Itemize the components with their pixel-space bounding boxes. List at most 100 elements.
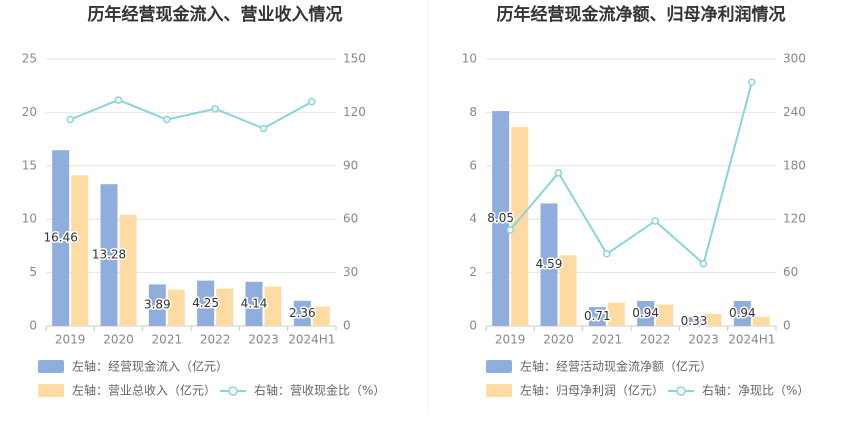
- bar-data-label: 0.94: [729, 306, 756, 320]
- x-axis-label: 2023: [248, 333, 279, 347]
- ratio-point: [554, 169, 563, 177]
- bar-data-label: 4.59: [536, 257, 563, 271]
- bar-data-label: 16.46: [43, 231, 77, 245]
- ratio-point: [699, 259, 708, 268]
- bar-data-label: 3.89: [144, 298, 171, 312]
- right-axis-tick: 120: [783, 212, 806, 226]
- bar-primary: [148, 284, 166, 326]
- left-axis-tick: 5: [29, 265, 37, 279]
- right-axis-tick: 30: [343, 265, 358, 279]
- left-axis-tick: 20: [22, 105, 37, 119]
- ratio-point: [259, 124, 268, 133]
- x-axis-label: 2019: [495, 333, 526, 347]
- legend-swatch-primary: [38, 360, 64, 373]
- bar-primary: [100, 184, 118, 326]
- right-axis-tick: 240: [783, 105, 806, 119]
- bar-secondary: [607, 302, 625, 326]
- bar-data-label: 4.25: [192, 296, 219, 310]
- ratio-point: [603, 250, 611, 258]
- left-axis-tick: 25: [22, 52, 37, 66]
- right-axis-tick: 60: [783, 265, 798, 279]
- left-axis-tick: 10: [462, 52, 477, 66]
- right-axis-tick: 0: [783, 319, 791, 333]
- chart-2: 历年经营现金流净额、归母净利润情况 0 0 2 60 4 120 6 180 8 240 10 300 2…: [462, 4, 810, 398]
- x-axis-label: 2022: [200, 333, 231, 347]
- bar-data-label: 4.14: [241, 296, 268, 310]
- left-axis-tick: 2: [469, 265, 477, 279]
- x-axis-label: 2022: [640, 333, 671, 347]
- legend-swatch-primary: [486, 360, 512, 373]
- legend-label: 右轴：营收现金比（%）: [254, 383, 385, 398]
- left-axis-tick: 10: [22, 212, 37, 226]
- ratio-point: [651, 217, 659, 225]
- legend-line-marker: [676, 386, 686, 396]
- bar-secondary: [119, 214, 137, 326]
- chart-title: 历年经营现金流净额、归母净利润情况: [497, 4, 786, 25]
- x-axis-label: 2021: [152, 333, 183, 347]
- bar-secondary: [704, 313, 722, 326]
- left-axis-tick: 8: [469, 105, 477, 119]
- bar-secondary: [559, 255, 577, 326]
- bar-primary: [637, 300, 655, 326]
- x-axis-label: 2020: [543, 333, 574, 347]
- right-axis-tick: 60: [343, 212, 358, 226]
- chart-title: 历年经营现金流入、营业收入情况: [88, 4, 343, 25]
- right-axis-tick: 0: [343, 319, 351, 333]
- bar-data-label: 0.33: [681, 314, 708, 328]
- right-axis-tick: 120: [343, 105, 366, 119]
- x-axis-label: 2024H1: [288, 333, 335, 347]
- x-axis-label: 2023: [688, 333, 719, 347]
- bar-primary: [197, 280, 215, 326]
- x-axis-label: 2021: [592, 333, 623, 347]
- legend-label: 左轴：营业总收入（亿元）: [72, 383, 216, 398]
- bar-secondary: [264, 286, 282, 326]
- left-axis-tick: 0: [29, 319, 37, 333]
- bar-primary: [245, 281, 263, 326]
- left-axis-tick: 15: [22, 158, 37, 172]
- x-axis-label: 2020: [103, 333, 134, 347]
- bar-data-label: 0.94: [632, 306, 659, 320]
- right-axis-tick: 90: [343, 158, 358, 172]
- legend-label: 左轴：经营现金流入（亿元）: [72, 359, 228, 374]
- left-axis-tick: 0: [469, 319, 477, 333]
- ratio-point: [163, 115, 171, 124]
- x-axis-label: 2019: [55, 333, 86, 347]
- bar-primary: [492, 111, 510, 326]
- right-axis-tick: 150: [343, 52, 366, 66]
- bar-primary: [588, 307, 606, 326]
- bar-secondary: [511, 127, 529, 327]
- bar-secondary: [71, 175, 89, 326]
- bar-data-label: 2.36: [289, 306, 316, 320]
- x-axis-label: 2024H1: [728, 333, 775, 347]
- ratio-line: [509, 81, 753, 266]
- ratio-point: [114, 96, 123, 104]
- left-axis-tick: 6: [469, 158, 477, 172]
- ratio-point: [308, 97, 316, 106]
- ratio-point: [66, 115, 74, 124]
- bar-primary: [540, 203, 558, 326]
- bar-primary: [52, 150, 70, 326]
- bar-secondary: [216, 288, 234, 326]
- legend-swatch-secondary: [486, 384, 512, 397]
- bar-data-label: 8.05: [487, 211, 514, 225]
- bar-primary: [733, 300, 751, 326]
- ratio-point: [748, 78, 756, 86]
- legend-label: 右轴：净现比（%）: [702, 383, 809, 398]
- right-axis-tick: 300: [783, 52, 806, 66]
- legend-label: 左轴：经营活动现金流净额（亿元）: [520, 359, 712, 374]
- legend-line-marker: [228, 386, 238, 396]
- bar-secondary: [752, 316, 770, 326]
- right-axis-tick: 180: [783, 158, 806, 172]
- ratio-line: [69, 98, 313, 130]
- bar-data-label: 0.71: [584, 309, 611, 323]
- bar-secondary: [656, 304, 674, 326]
- legend-label: 左轴：归母净利润（亿元）: [520, 383, 664, 398]
- legend-swatch-secondary: [38, 384, 64, 397]
- bar-primary: [293, 300, 311, 326]
- bar-secondary: [312, 306, 330, 326]
- bar-primary: [685, 317, 703, 326]
- left-axis-tick: 4: [469, 212, 477, 226]
- bar-data-label: 13.28: [92, 248, 126, 262]
